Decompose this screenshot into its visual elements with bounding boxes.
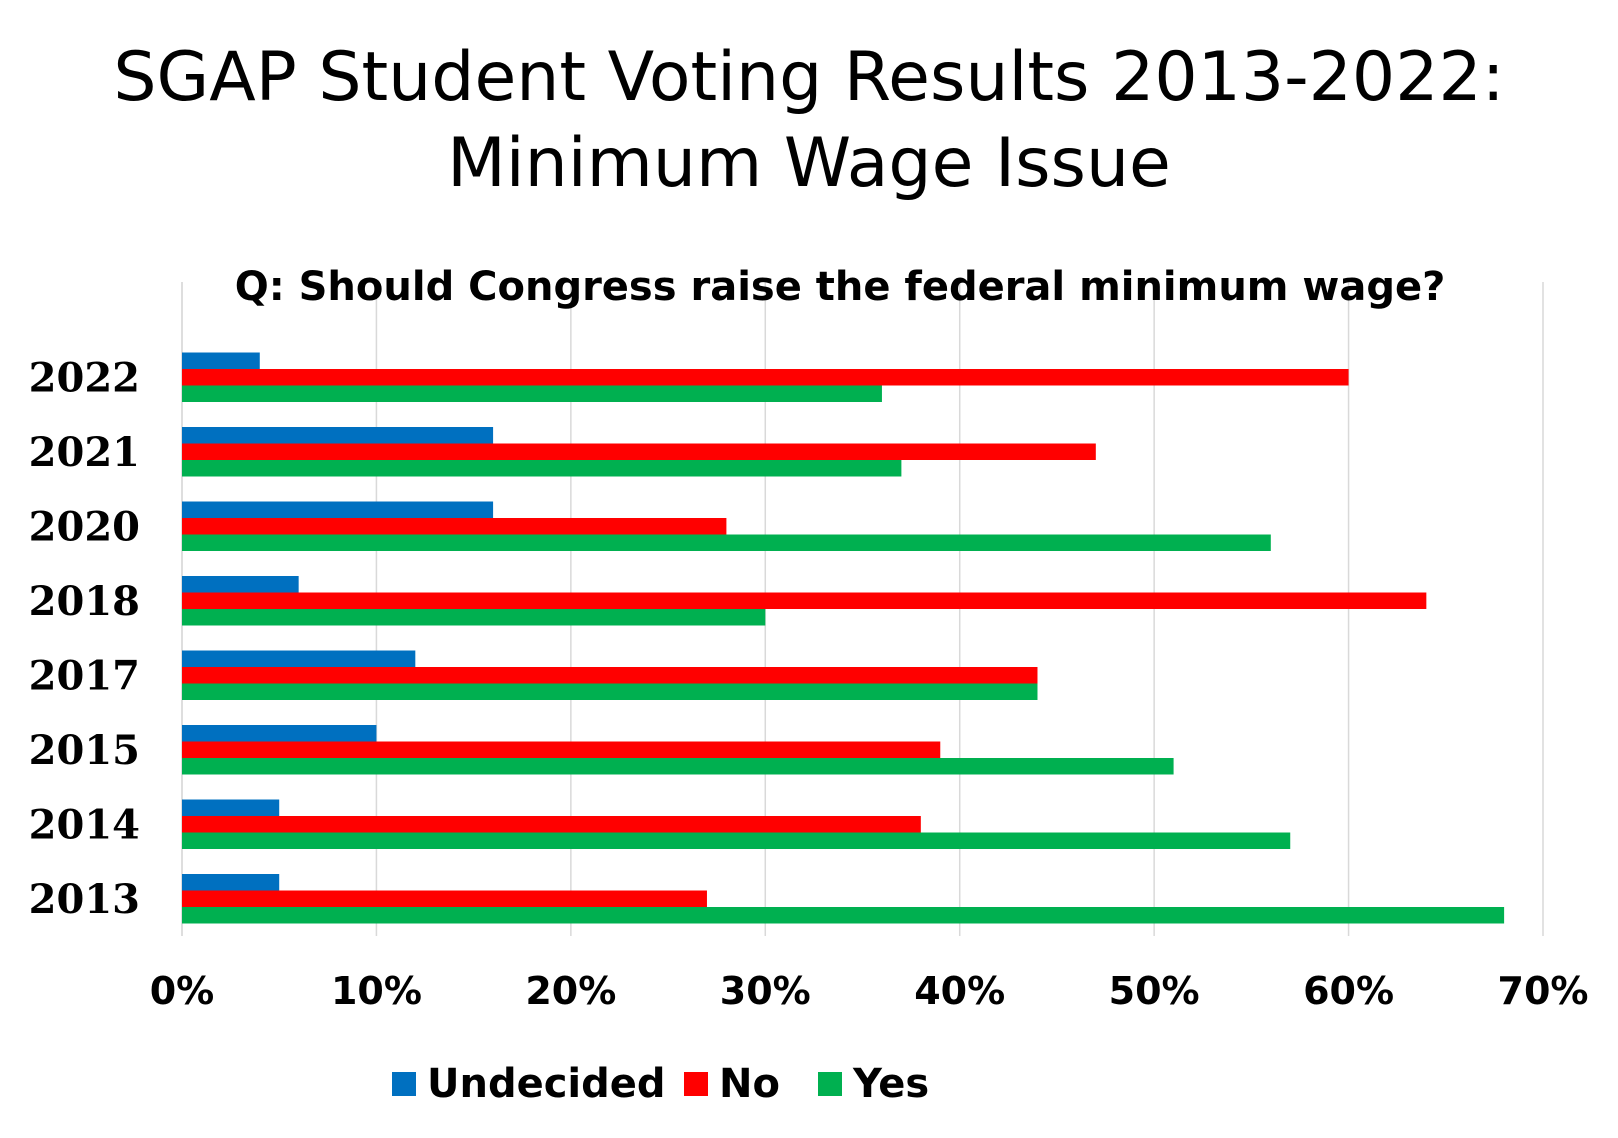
bar-yes-2015 [182,758,1174,775]
bar-yes-2022 [182,385,882,402]
chart-title-line2: Minimum Wage Issue [447,124,1171,203]
legend-label-undecided: Undecided [427,1061,666,1107]
bar-undecided-2021 [182,427,494,444]
bar-undecided-2022 [182,352,260,369]
x-tick-label: 70% [1498,969,1589,1013]
bar-yes-2013 [182,907,1505,924]
x-tick-label: 10% [331,969,422,1013]
bar-undecided-2014 [182,799,280,816]
x-tick-label: 20% [525,969,616,1013]
bar-no-2018 [182,592,1427,609]
bar-yes-2014 [182,832,1291,849]
legend: Undecided No Yes [392,1061,929,1107]
bar-undecided-2020 [182,501,494,518]
category-label: 2014 [29,801,140,848]
x-tick-label: 50% [1109,969,1200,1013]
category-label: 2022 [29,354,140,401]
chart-title-line1: SGAP Student Voting Results 2013-2022: [113,38,1505,117]
bar-undecided-2018 [182,576,299,593]
bar-no-2015 [182,741,941,758]
bar-no-2020 [182,518,727,535]
legend-swatch-undecided [392,1072,416,1096]
x-tick-label: 40% [914,969,1005,1013]
bar-yes-2020 [182,534,1271,551]
legend-swatch-no [684,1072,708,1096]
bar-no-2017 [182,667,1038,684]
legend-label-no: No [719,1061,780,1107]
bar-no-2021 [182,443,1096,460]
bar-yes-2017 [182,683,1038,700]
x-tick-label: 60% [1303,969,1394,1013]
category-label: 2013 [29,876,140,923]
bar-no-2022 [182,369,1349,386]
bar-undecided-2015 [182,725,377,742]
category-labels: 2022 2021 2020 2018 2017 2015 2014 2013 [29,354,140,923]
category-label: 2018 [29,578,140,625]
x-tick-label: 0% [150,969,215,1013]
bar-yes-2021 [182,460,902,477]
bar-undecided-2013 [182,874,280,891]
chart-subtitle: Q: Should Congress raise the federal min… [235,264,1446,310]
bar-yes-2018 [182,609,766,626]
bar-no-2013 [182,890,707,907]
category-label: 2021 [29,429,140,476]
legend-swatch-yes [818,1072,842,1096]
x-tick-label: 30% [720,969,811,1013]
category-label: 2015 [29,727,140,774]
x-tick-labels: 0% 10% 20% 30% 40% 50% 60% 70% [150,969,1589,1013]
bar-no-2014 [182,816,921,833]
bar-undecided-2017 [182,650,416,667]
legend-label-yes: Yes [852,1061,929,1107]
bars [182,352,1505,924]
category-label: 2020 [29,503,140,550]
category-label: 2017 [29,652,140,699]
